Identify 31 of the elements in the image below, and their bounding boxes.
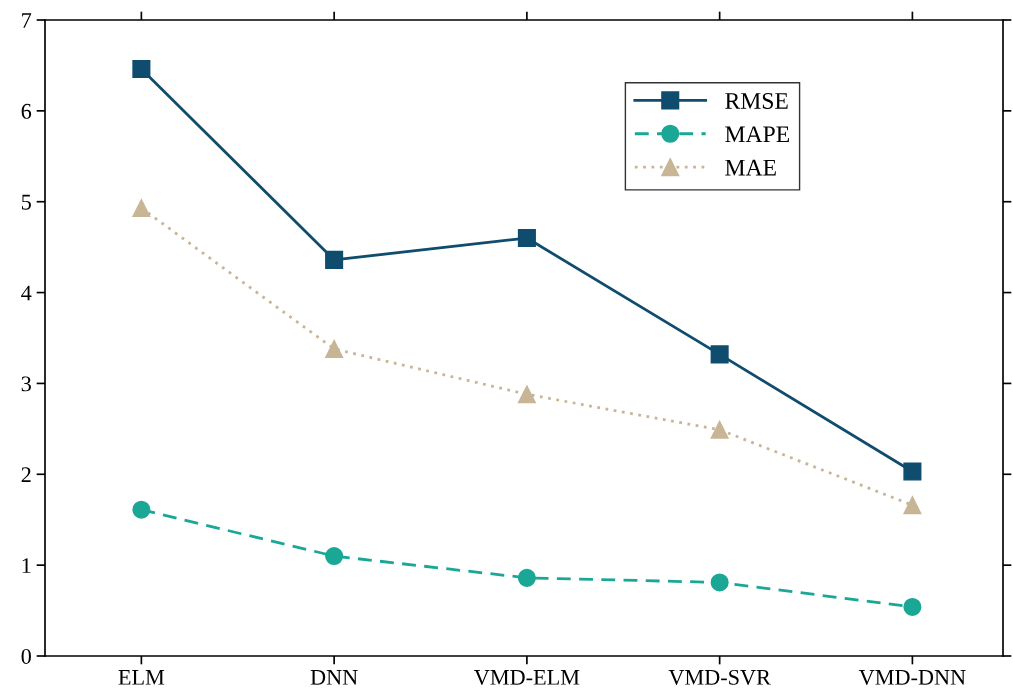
point [132, 60, 151, 79]
point [710, 345, 729, 364]
point [325, 250, 344, 269]
point [903, 462, 922, 481]
point [132, 500, 151, 519]
x-tick-label: VMD-ELM [474, 670, 580, 685]
y-tick-label: 7 [22, 13, 32, 28]
y-tick-label: 6 [21, 103, 32, 119]
x-tick-label: ELM [118, 670, 165, 685]
x-tick-label: VMD-DNN [858, 670, 966, 685]
y-tick-label: 2 [21, 467, 31, 482]
point [710, 573, 729, 592]
point [517, 229, 536, 248]
point [517, 385, 536, 404]
legend-label: RMSE [725, 93, 788, 109]
point [132, 199, 151, 218]
y-tick-label: 4 [21, 285, 32, 301]
y-tick-label: 1 [22, 558, 31, 573]
point [903, 597, 922, 616]
point [903, 496, 922, 515]
x-tick-label: VMD-SVR [668, 669, 771, 685]
legend-label: MAPE [725, 126, 789, 143]
point [325, 339, 344, 358]
point [325, 547, 344, 566]
y-tick-label: 5 [21, 194, 31, 210]
y-tick-label: 3 [21, 376, 31, 392]
point [710, 420, 729, 439]
point [517, 568, 536, 587]
legend-label: MAE [725, 159, 776, 176]
x-tick-label: DNN [310, 670, 358, 685]
y-tick-label: 0 [21, 648, 31, 664]
